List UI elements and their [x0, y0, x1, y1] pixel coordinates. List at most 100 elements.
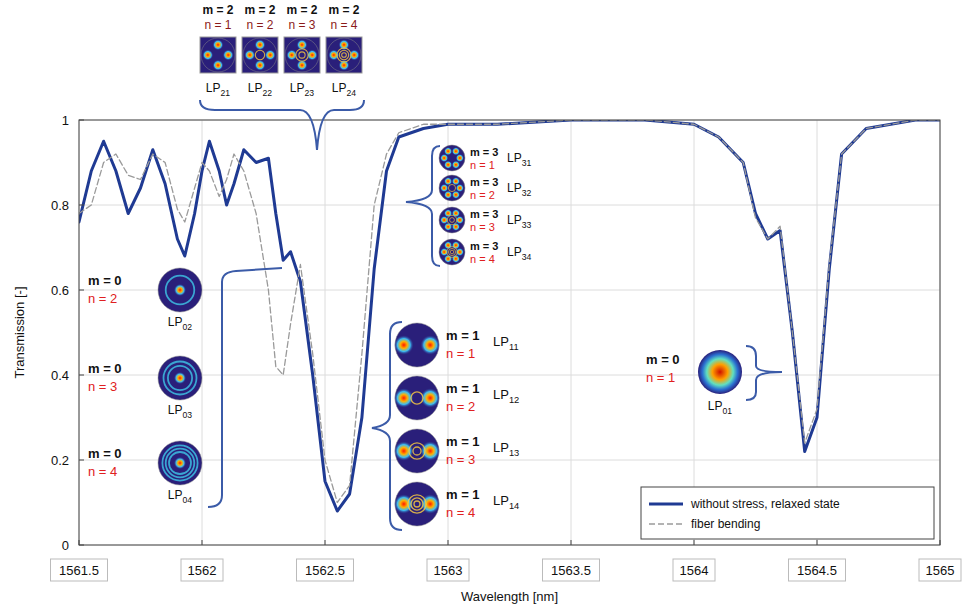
grid-line-x: [202, 120, 203, 545]
tick-box: [181, 559, 223, 581]
mode-lobe: [394, 441, 414, 461]
tick-box: [51, 559, 108, 581]
mode-lobe: [244, 50, 255, 61]
mode-m: m = 3: [470, 146, 498, 158]
tick-label-x: 1563.5: [551, 563, 591, 578]
mode-lobe: [213, 39, 224, 50]
mode-ring: [448, 184, 455, 191]
mode-glyph: [327, 38, 361, 72]
mode-label: LP21: [206, 81, 230, 98]
mode-m: m = 1: [446, 487, 480, 502]
mode-label: LP12: [493, 387, 519, 405]
tick-label-y: 0.4: [51, 368, 69, 383]
grid-line-x: [817, 120, 818, 545]
mode-label: LP22: [248, 81, 272, 98]
mode-ring: [166, 449, 195, 478]
tick-label-x: 1562: [188, 563, 217, 578]
mode-frame: [200, 37, 236, 73]
mode-glyph: [439, 175, 465, 201]
legend: without stress, relaxed statefiber bendi…: [641, 487, 934, 539]
mode-n: n = 3: [470, 221, 495, 233]
axes: 1561.515621562.515631563.515641564.51565…: [51, 113, 962, 581]
mode-lobe: [444, 209, 452, 217]
mode-n: n = 4: [446, 505, 475, 520]
mode-disc: [698, 350, 742, 394]
mode-disc: [201, 38, 235, 72]
mode-disc: [285, 38, 319, 72]
legend-label: fiber bending: [691, 517, 760, 531]
mode-ring: [162, 445, 197, 480]
mode-lobe: [420, 441, 440, 461]
tick-x: [694, 540, 695, 545]
annotations: m = 2n = 1LP21m = 2n = 2LP22m = 2n = 3LP…: [88, 3, 782, 530]
mode-lobe: [223, 50, 234, 61]
mode-n: n = 2: [446, 399, 475, 414]
mode-ring: [450, 218, 455, 223]
tick-box: [297, 559, 354, 581]
tick-box: [919, 559, 961, 581]
mode-frame: [326, 37, 362, 73]
mode-group: m = 3n = 1LP31m = 3n = 2LP32m = 3n = 3LP…: [406, 145, 531, 266]
tick-label-x: 1561.5: [59, 563, 99, 578]
mode-ring: [447, 215, 457, 225]
mode-glyph: [394, 323, 440, 367]
tick-box: [427, 559, 469, 581]
mode-ring: [414, 501, 420, 507]
tick-label-x: 1564.5: [797, 563, 837, 578]
mode-n: n = 3: [88, 379, 117, 394]
grid-line-x: [571, 120, 572, 545]
mode-lobe: [452, 147, 460, 155]
mode-m: m = 0: [88, 361, 122, 376]
mode-m: m = 3: [470, 176, 498, 188]
mode-n: n = 3: [288, 18, 315, 32]
mode-ring: [413, 447, 421, 455]
mode-group: m = 2n = 1LP21m = 2n = 2LP22m = 2n = 3LP…: [200, 3, 364, 150]
plot-frame: [79, 120, 940, 545]
grid-line-x: [694, 120, 695, 545]
tick-box: [789, 559, 846, 581]
mode-disc: [439, 145, 465, 171]
tick-label-x: 1565: [926, 563, 955, 578]
mode-disc: [439, 207, 465, 233]
tick-x: [79, 540, 80, 545]
mode-ring: [447, 247, 458, 258]
tick-label-y: 0.6: [51, 283, 69, 298]
mode-label: LP11: [493, 334, 519, 352]
series-group: [79, 120, 940, 511]
mode-ring: [339, 50, 348, 59]
legend-swatch: [649, 523, 683, 524]
tick-label-y: 0.2: [51, 453, 69, 468]
mode-disc: [158, 268, 202, 312]
mode-disc: [439, 175, 465, 201]
tick-label-x: 1562.5: [305, 563, 345, 578]
tick-label-x: 1564: [680, 563, 709, 578]
mode-glyph: [158, 268, 202, 312]
bracket: [406, 146, 440, 266]
legend-swatch: [649, 503, 683, 506]
mode-label: LP31: [507, 151, 531, 168]
mode-ring: [164, 362, 197, 395]
tick-x: [817, 540, 818, 545]
grid-line-y: [79, 205, 940, 206]
mode-ring: [168, 366, 192, 390]
series-line: [79, 120, 940, 511]
mode-m: m = 1: [446, 381, 480, 396]
mode-m: m = 1: [446, 328, 480, 343]
mode-m: m = 2: [286, 3, 317, 17]
mode-label: LP02: [168, 315, 192, 332]
mode-m: m = 2: [202, 3, 233, 17]
mode-label: LP13: [493, 440, 519, 458]
tick-label-y: 0.8: [51, 198, 69, 213]
mode-ring: [408, 495, 426, 513]
mode-glyph: [439, 239, 465, 265]
mode-lobe: [452, 161, 460, 169]
mode-disc: [158, 356, 202, 400]
mode-label: LP32: [507, 181, 531, 198]
mode-ring: [411, 392, 423, 404]
mode-glyph: [243, 38, 277, 72]
bracket: [372, 322, 402, 530]
tick-label-y: 1: [62, 113, 69, 128]
mode-glyph: [698, 350, 742, 394]
mode-n: n = 1: [646, 370, 675, 385]
mode-glyph: [439, 207, 465, 233]
